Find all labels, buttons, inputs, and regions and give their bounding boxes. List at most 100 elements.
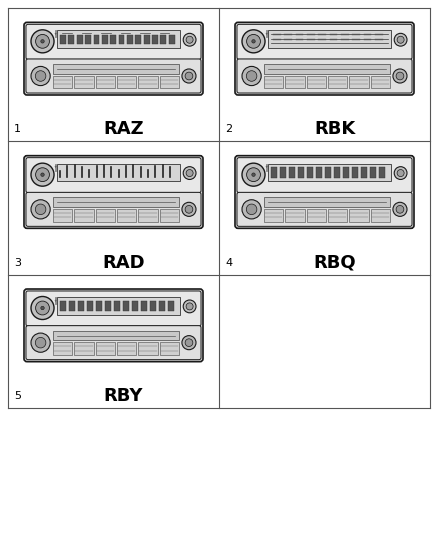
Bar — [371, 76, 390, 88]
Circle shape — [394, 34, 407, 46]
Bar — [352, 167, 358, 178]
Bar — [132, 301, 138, 311]
Bar — [96, 301, 102, 311]
Circle shape — [242, 30, 265, 53]
FancyBboxPatch shape — [237, 192, 412, 227]
FancyBboxPatch shape — [237, 59, 412, 93]
Bar — [53, 64, 179, 74]
Circle shape — [185, 72, 193, 80]
Bar — [152, 35, 158, 44]
Bar — [57, 30, 180, 48]
FancyBboxPatch shape — [235, 156, 414, 228]
Bar — [268, 30, 391, 48]
Text: RBY: RBY — [104, 387, 143, 405]
Circle shape — [396, 205, 404, 213]
Bar — [74, 209, 94, 222]
Bar — [74, 76, 94, 88]
Bar — [144, 35, 150, 44]
Circle shape — [186, 303, 193, 310]
Bar — [60, 301, 66, 311]
Circle shape — [252, 173, 255, 176]
Circle shape — [31, 333, 50, 352]
Bar — [138, 76, 158, 88]
Bar — [114, 301, 120, 311]
Bar — [328, 209, 347, 222]
Text: +: + — [54, 32, 57, 36]
Circle shape — [186, 36, 193, 43]
Bar — [93, 35, 99, 44]
Circle shape — [31, 296, 54, 319]
Bar — [53, 209, 72, 222]
Bar — [264, 197, 390, 207]
Bar — [69, 301, 75, 311]
Bar — [55, 164, 56, 171]
FancyBboxPatch shape — [24, 289, 203, 362]
Circle shape — [394, 167, 407, 180]
FancyBboxPatch shape — [26, 59, 201, 93]
Bar — [350, 209, 369, 222]
Bar — [96, 209, 115, 222]
Bar — [74, 342, 94, 355]
Bar — [141, 301, 147, 311]
Bar — [370, 167, 376, 178]
Bar — [87, 301, 93, 311]
Circle shape — [41, 173, 44, 176]
Bar — [77, 35, 83, 44]
FancyBboxPatch shape — [26, 158, 201, 192]
Bar — [361, 167, 367, 178]
Bar — [78, 301, 84, 311]
Bar — [55, 297, 56, 304]
Bar — [117, 76, 136, 88]
Bar — [57, 164, 180, 181]
Bar — [117, 209, 136, 222]
Circle shape — [393, 69, 407, 83]
Circle shape — [35, 337, 46, 348]
Bar — [316, 167, 322, 178]
Circle shape — [31, 200, 50, 219]
Bar — [169, 35, 175, 44]
FancyBboxPatch shape — [24, 22, 203, 95]
Circle shape — [252, 39, 255, 43]
Text: +: + — [54, 165, 57, 169]
Text: +: + — [265, 165, 268, 169]
Bar — [138, 342, 158, 355]
Circle shape — [182, 336, 196, 350]
Circle shape — [183, 34, 196, 46]
FancyBboxPatch shape — [237, 25, 412, 59]
Text: 1: 1 — [14, 124, 21, 134]
Circle shape — [35, 35, 49, 49]
Circle shape — [182, 203, 196, 216]
Bar — [325, 167, 331, 178]
Circle shape — [246, 71, 257, 81]
Circle shape — [183, 300, 196, 313]
Bar — [268, 164, 391, 181]
Bar — [159, 301, 165, 311]
Bar — [379, 167, 385, 178]
Bar — [57, 297, 180, 314]
Bar — [127, 35, 133, 44]
FancyBboxPatch shape — [26, 192, 201, 227]
Bar — [328, 76, 347, 88]
Bar — [286, 209, 305, 222]
Bar — [55, 30, 56, 37]
Circle shape — [242, 163, 265, 186]
Bar — [159, 342, 179, 355]
Text: 5: 5 — [14, 391, 21, 401]
Circle shape — [35, 204, 46, 215]
Bar — [53, 76, 72, 88]
Bar — [102, 35, 108, 44]
Text: RAZ: RAZ — [103, 120, 144, 139]
Bar — [53, 197, 179, 207]
Bar — [119, 35, 124, 44]
FancyBboxPatch shape — [24, 156, 203, 228]
Bar — [264, 76, 283, 88]
Circle shape — [185, 205, 193, 213]
Circle shape — [393, 203, 407, 216]
FancyBboxPatch shape — [237, 158, 412, 192]
Bar — [266, 164, 267, 171]
Circle shape — [396, 72, 404, 80]
Bar — [160, 35, 166, 44]
Circle shape — [242, 67, 261, 86]
Text: +: + — [265, 32, 268, 36]
Circle shape — [185, 339, 193, 346]
